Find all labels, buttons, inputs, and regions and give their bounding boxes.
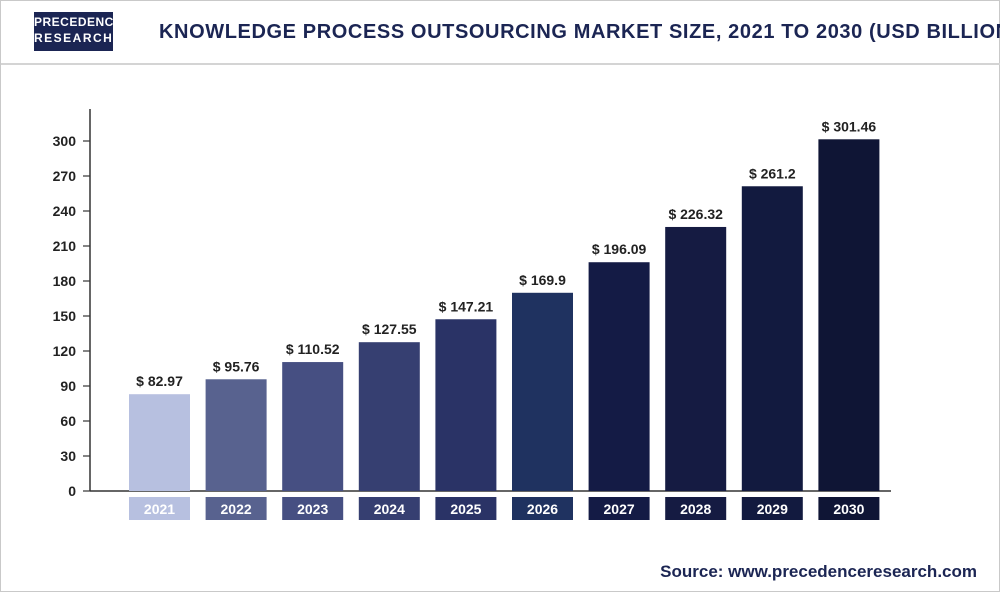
y-tick-label: 150 — [53, 308, 77, 324]
value-label: $ 226.32 — [668, 206, 723, 222]
value-label: $ 110.52 — [286, 341, 340, 357]
value-label: $ 169.9 — [519, 272, 566, 288]
value-label: $ 95.76 — [213, 358, 260, 374]
bar — [435, 319, 497, 491]
category-box — [665, 497, 727, 520]
category-box — [588, 497, 650, 520]
category-box — [129, 497, 190, 520]
bar — [129, 394, 190, 491]
category-box — [282, 497, 344, 520]
category-label: 2024 — [374, 501, 405, 517]
bar — [282, 362, 344, 491]
value-label: $ 127.55 — [362, 321, 417, 337]
y-tick-label: 0 — [68, 483, 76, 499]
value-label: $ 196.09 — [592, 241, 647, 257]
y-tick-label: 120 — [53, 343, 77, 359]
brand-logo-line2: RESEARCH — [34, 31, 114, 45]
bar — [665, 226, 727, 491]
bar — [512, 292, 573, 491]
category-box — [818, 497, 880, 520]
bar — [818, 139, 880, 491]
category-label: 2027 — [604, 501, 635, 517]
category-box — [741, 497, 803, 520]
bar — [741, 186, 803, 491]
category-label: 2023 — [297, 501, 328, 517]
y-tick-label: 60 — [60, 413, 76, 429]
category-box — [435, 497, 497, 520]
category-box — [205, 497, 267, 520]
chart-title: KNOWLEDGE PROCESS OUTSOURCING MARKET SIZ… — [159, 21, 1000, 43]
y-tick-label: 240 — [53, 203, 77, 219]
source-credit: Source: www.precedenceresearch.com — [660, 562, 977, 581]
category-label: 2028 — [680, 501, 711, 517]
brand-logo: PRECEDENCE RESEARCH — [34, 12, 123, 51]
brand-logo-line1: PRECEDENCE — [34, 15, 123, 29]
y-tick-label: 270 — [53, 168, 77, 184]
value-label: $ 147.21 — [439, 298, 494, 314]
category-box — [512, 497, 573, 520]
bar — [358, 342, 420, 491]
y-tick-label: 30 — [60, 448, 76, 464]
bar — [205, 379, 267, 491]
category-label: 2025 — [450, 501, 481, 517]
category-label: 2021 — [144, 501, 175, 517]
y-tick-label: 210 — [53, 238, 77, 254]
category-label: 2030 — [833, 501, 864, 517]
category-label: 2022 — [221, 501, 252, 517]
bar — [588, 262, 650, 491]
value-label: $ 301.46 — [822, 118, 877, 134]
category-label: 2029 — [757, 501, 788, 517]
y-tick-label: 180 — [53, 273, 77, 289]
value-label: $ 261.2 — [749, 165, 796, 181]
category-label: 2026 — [527, 501, 558, 517]
value-label: $ 82.97 — [136, 373, 183, 389]
header-bar: PRECEDENCE RESEARCH KNOWLEDGE PROCESS OU… — [1, 1, 1000, 65]
category-box — [358, 497, 420, 520]
y-tick-label: 90 — [60, 378, 76, 394]
y-tick-label: 300 — [53, 133, 77, 149]
